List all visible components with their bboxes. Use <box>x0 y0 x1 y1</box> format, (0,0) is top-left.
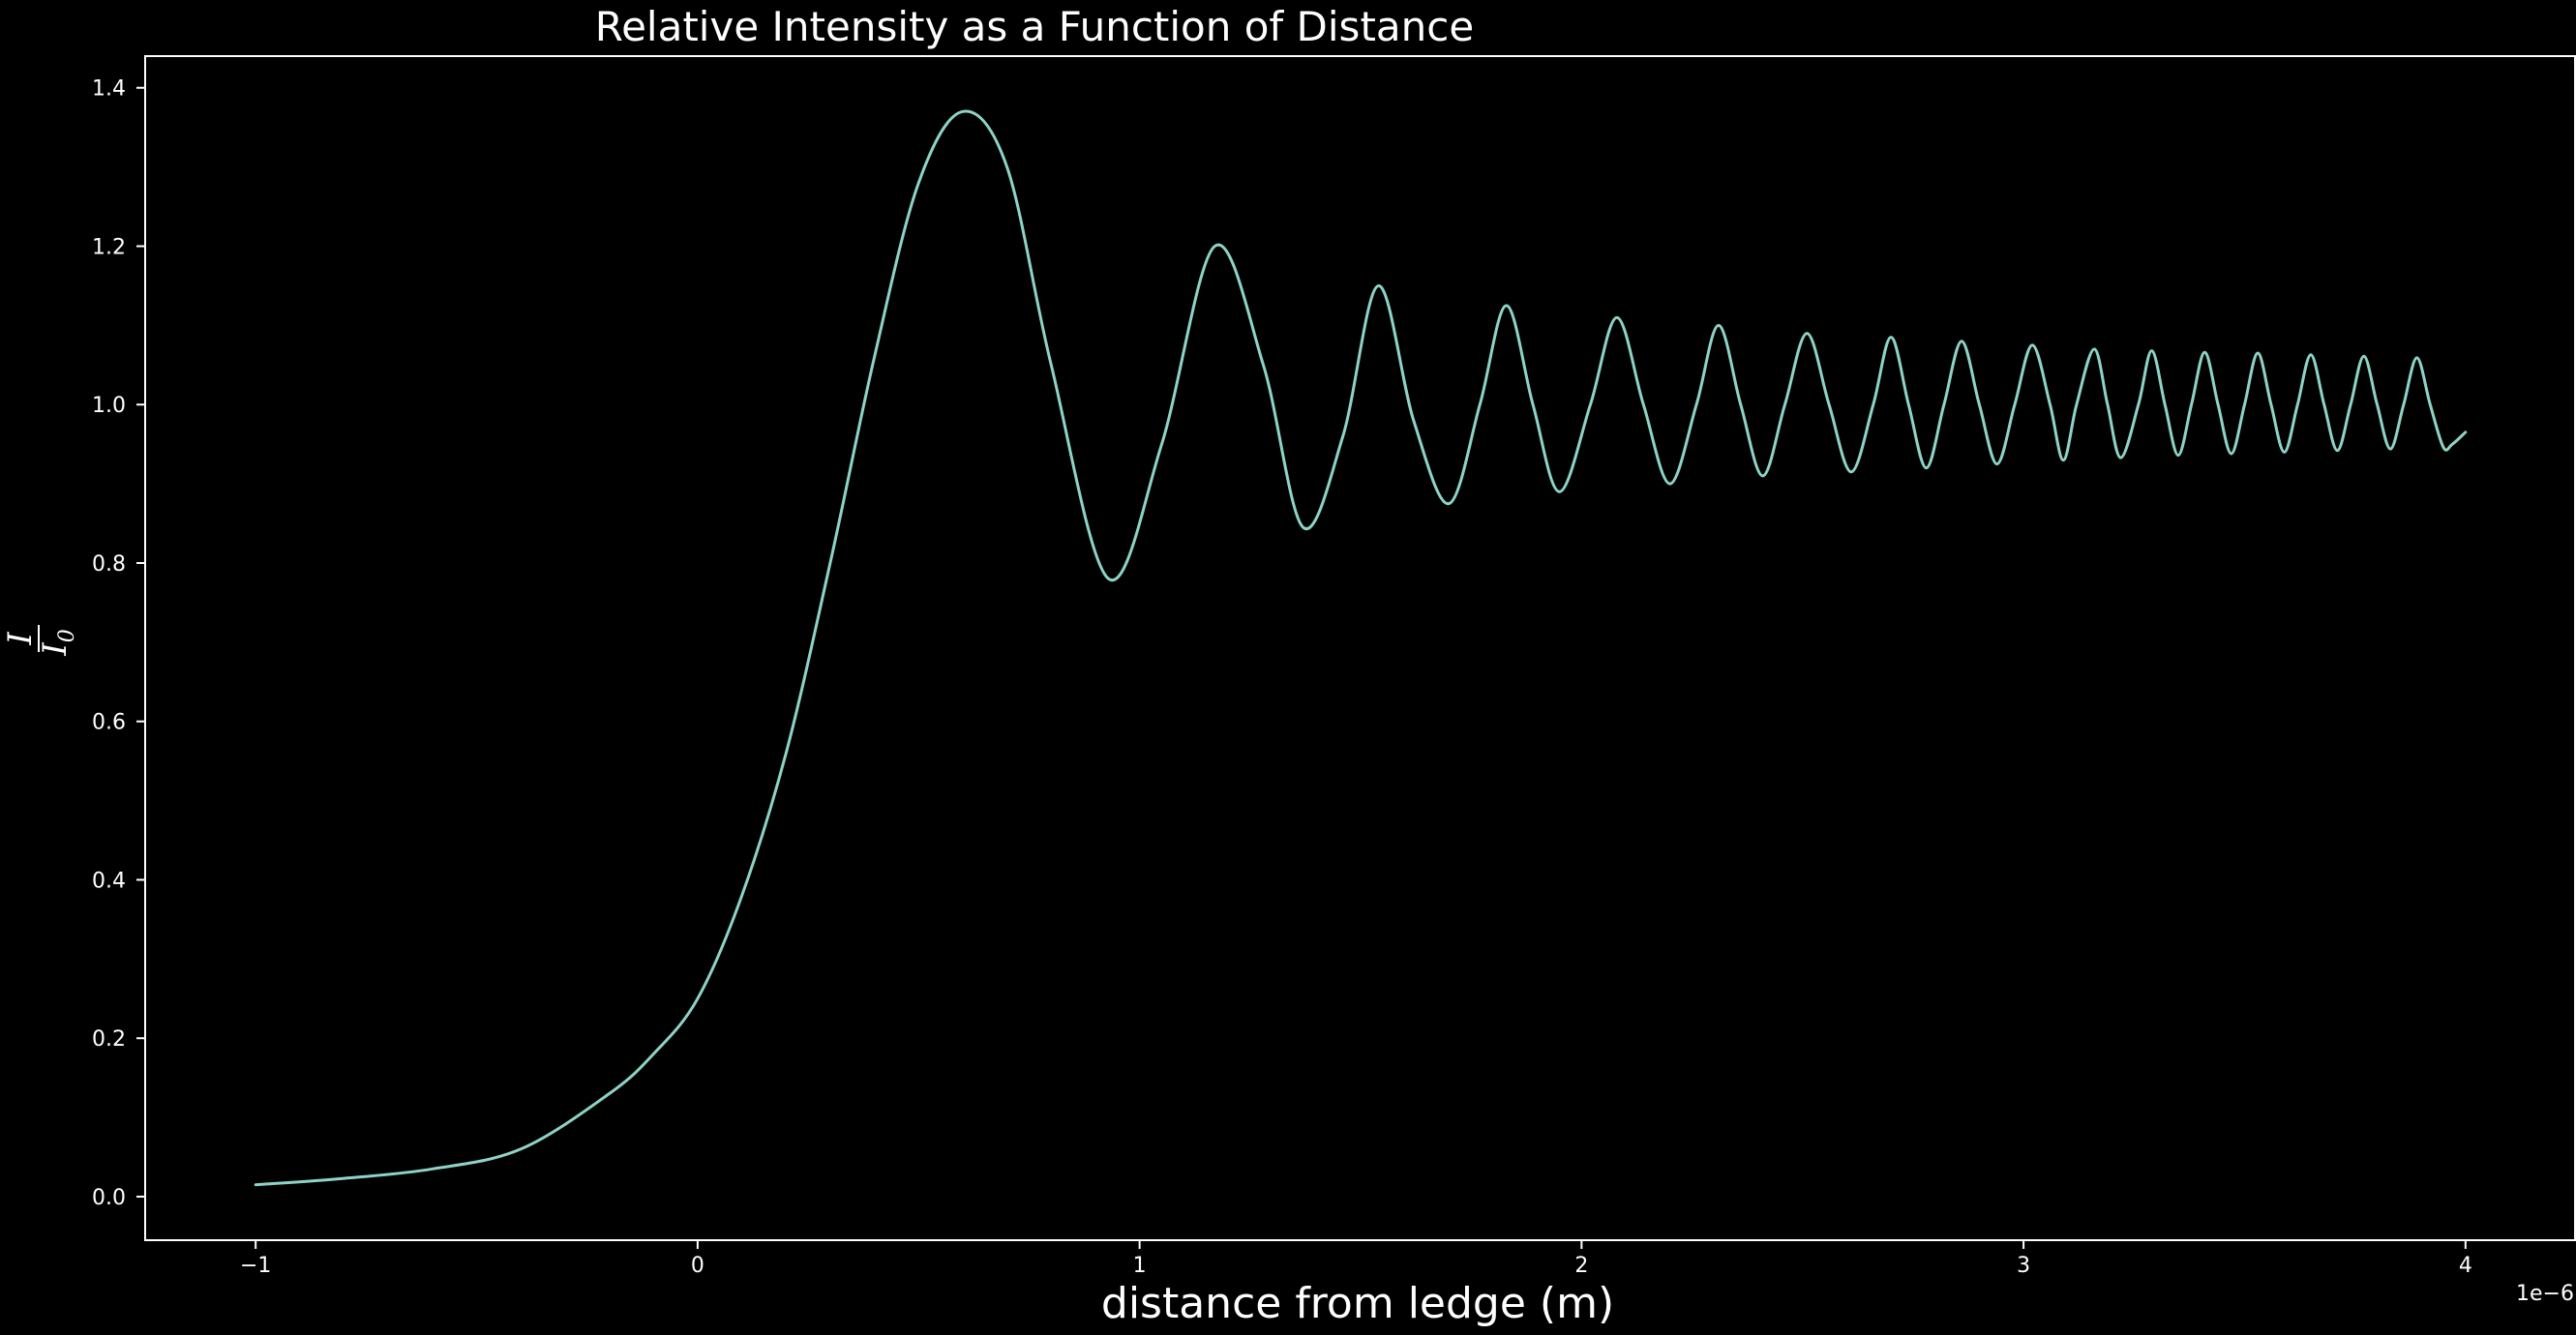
y-tick-label: 1.2 <box>92 235 126 259</box>
x-tick-label: 4 <box>2459 1254 2472 1278</box>
x-tick-label: 1 <box>1133 1254 1147 1278</box>
x-tick-label: 3 <box>2017 1254 2030 1278</box>
y-tick-label: 0.0 <box>92 1186 126 1210</box>
y-axis-label: I I0 <box>1 625 79 657</box>
intensity-series-line <box>254 109 2468 1187</box>
y-axis-label-numerator: I <box>1 632 40 646</box>
x-axis-offset-label: 1e−6 <box>2516 1282 2574 1306</box>
x-tick-label: 2 <box>1574 1254 1588 1278</box>
x-tick-label: 0 <box>691 1254 704 1278</box>
y-tick-label: 1.4 <box>92 77 126 102</box>
chart-title: Relative Intensity as a Function of Dist… <box>595 3 1474 50</box>
y-axis-label-denominator: I0 <box>36 629 79 656</box>
y-axis-label-denominator-subscript: 0 <box>55 629 79 642</box>
x-tick-label: −1 <box>240 1254 271 1278</box>
y-tick-label: 0.2 <box>92 1027 126 1052</box>
y-axis-label-denominator-base: I <box>36 642 75 657</box>
y-tick-label: 0.6 <box>92 711 126 735</box>
y-tick-label: 0.8 <box>92 552 126 577</box>
plot-frame <box>144 55 2576 1241</box>
x-axis-label: distance from ledge (m) <box>1101 1279 1614 1328</box>
y-tick-label: 0.4 <box>92 869 126 893</box>
y-tick-label: 1.0 <box>92 394 126 418</box>
axes-group: −1 0 1 2 3 4 0.0 0.2 0.4 0.6 0.8 1.0 1.2 1.4 <box>92 55 2576 1278</box>
